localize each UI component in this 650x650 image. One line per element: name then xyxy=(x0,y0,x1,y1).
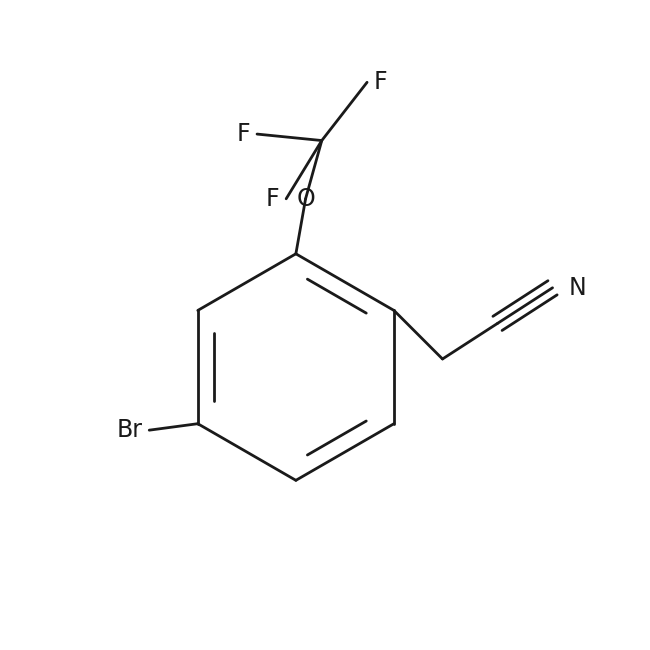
Text: O: O xyxy=(296,187,315,211)
Text: F: F xyxy=(266,187,280,211)
Text: N: N xyxy=(569,276,586,300)
Text: F: F xyxy=(237,122,250,146)
Text: F: F xyxy=(374,70,387,94)
Text: Br: Br xyxy=(117,418,143,442)
